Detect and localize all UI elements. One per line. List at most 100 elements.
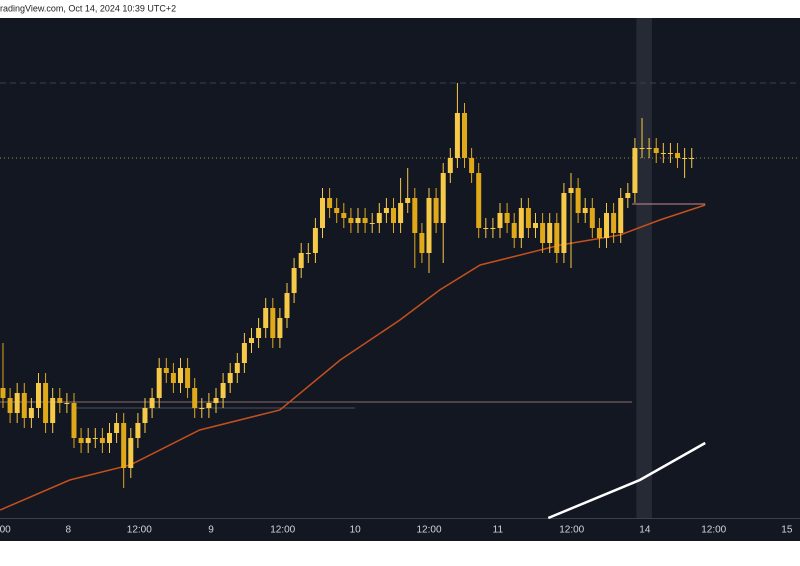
candle-body — [256, 328, 262, 338]
candle-body — [277, 318, 283, 338]
candle-body — [142, 408, 148, 423]
candle-body — [675, 153, 681, 158]
source-text: radingView.com, Oct 14, 2024 10:39 UTC+2 — [0, 3, 176, 13]
x-tick-label: 14 — [639, 525, 651, 536]
candle-body — [57, 398, 63, 403]
candle-body — [106, 433, 112, 443]
candle-body — [121, 423, 127, 468]
x-tick-label: 12:00 — [416, 525, 441, 536]
candle-body — [14, 393, 20, 413]
x-tick-label: 12:00 — [270, 525, 295, 536]
candle-body — [540, 223, 546, 243]
candle-body — [0, 388, 6, 398]
candle-body — [689, 158, 695, 159]
candle-body — [291, 268, 297, 293]
candle-body — [227, 373, 233, 383]
x-axis-background — [0, 518, 800, 541]
candle-body — [682, 158, 688, 159]
candle-body — [476, 173, 482, 228]
candle-body — [99, 438, 105, 443]
candle-body — [646, 148, 652, 149]
x-tick-label: 12:00 — [701, 525, 726, 536]
candle-body — [156, 368, 162, 398]
candle-body — [234, 363, 240, 373]
candle-body — [241, 343, 247, 363]
candle-body — [35, 383, 41, 408]
candle-body — [376, 213, 382, 223]
candle-body — [135, 423, 141, 438]
candle-body — [398, 203, 404, 223]
candle-body — [575, 188, 581, 213]
candle-body — [660, 153, 666, 154]
session-highlight — [636, 18, 652, 518]
candle-body — [490, 228, 496, 229]
candle-body — [78, 438, 84, 443]
candle-body — [618, 198, 624, 233]
candle-body — [611, 213, 617, 233]
x-tick-label: 8 — [66, 525, 72, 536]
x-tick-label: 9 — [208, 525, 214, 536]
candle-body — [497, 213, 503, 228]
candle-body — [525, 208, 531, 228]
candle-body — [547, 223, 553, 243]
candle-body — [248, 338, 254, 343]
candle-body — [270, 308, 276, 338]
candle-body — [667, 153, 673, 154]
candle-body — [596, 228, 602, 238]
candle-body — [582, 208, 588, 213]
candle-body — [518, 208, 524, 238]
candle-body — [504, 213, 510, 223]
x-tick-label: 12:00 — [127, 525, 152, 536]
indicator-line — [547, 441, 706, 520]
candle-body — [85, 438, 91, 443]
candle-body — [43, 383, 49, 423]
candle-body — [327, 198, 333, 208]
candle-body — [28, 408, 34, 418]
candle-body — [391, 208, 397, 223]
candle-body — [561, 193, 567, 253]
candle-body — [50, 398, 56, 423]
candle-body — [170, 373, 176, 383]
candle-body — [298, 253, 304, 268]
candle-body — [653, 148, 659, 153]
candle-body — [625, 193, 631, 198]
candle-body — [355, 218, 361, 223]
candle-body — [71, 403, 77, 438]
candle-body — [604, 213, 610, 238]
candle-body — [511, 223, 517, 238]
candle-body — [263, 308, 269, 328]
candle-body — [639, 148, 645, 149]
candle-body — [206, 403, 212, 408]
candle-body — [185, 368, 191, 388]
candle-body — [369, 223, 375, 224]
candle-body — [7, 398, 13, 413]
candle-body — [21, 393, 27, 418]
candle-body — [334, 208, 340, 213]
candle-body — [383, 208, 389, 213]
plot-layer — [0, 18, 800, 520]
candle-body — [312, 228, 318, 253]
candle-body — [419, 233, 425, 253]
plot-background — [0, 18, 800, 518]
candle-body — [128, 438, 134, 468]
candle-body — [177, 368, 183, 383]
candle-body — [568, 188, 574, 193]
candle-body — [440, 173, 446, 223]
candle-body — [64, 403, 70, 404]
x-tick-label: 12:00 — [559, 525, 584, 536]
candle-body — [92, 438, 98, 439]
candle-body — [554, 223, 560, 253]
x-tick-label: 00 — [0, 525, 11, 536]
candle-body — [433, 198, 439, 223]
candle-body — [405, 198, 411, 203]
candle-body — [632, 148, 638, 193]
candle-body — [163, 368, 169, 373]
x-tick-label: 10 — [350, 525, 362, 536]
candle-body — [589, 208, 595, 228]
candle-body — [469, 158, 475, 173]
candle-body — [220, 383, 226, 398]
candle-body — [412, 198, 418, 233]
candle-body — [319, 198, 325, 228]
candle-body — [284, 293, 290, 318]
candle-body — [149, 398, 155, 408]
